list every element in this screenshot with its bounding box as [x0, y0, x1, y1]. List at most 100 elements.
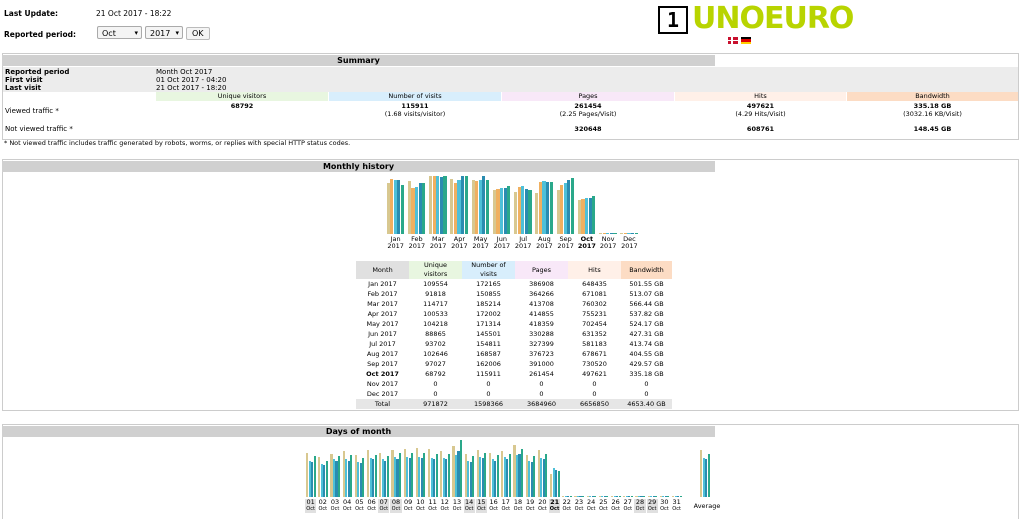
monthly-label-year: 2017: [493, 242, 511, 250]
chevron-down-icon: ▾: [175, 29, 179, 37]
monthly-label-month: Jun: [496, 235, 507, 243]
th-unique: Unique visitors: [409, 261, 462, 279]
day-label: 04 Oct: [342, 499, 353, 513]
monthly-row-cell: 0: [592, 380, 597, 388]
monthly-row-cell: 678671: [582, 350, 607, 358]
monthly-bar-number-of-visits: [542, 181, 546, 234]
month-select[interactable]: Oct ▾: [97, 26, 142, 39]
day-bar-hits: [707, 454, 710, 497]
days-panel: [2, 424, 1019, 519]
monthly-bar-hits: [613, 233, 617, 234]
day-bar-bandwidth: [318, 457, 321, 497]
monthly-row-cell: 109554: [423, 280, 448, 288]
flag-de-icon[interactable]: [741, 37, 751, 44]
monthly-row-cell: 0: [539, 390, 544, 398]
monthly-panel: [2, 159, 1019, 411]
monthly-bar-pages: [567, 180, 571, 234]
day-number: 09: [404, 498, 413, 506]
flag-dk-icon[interactable]: [728, 37, 738, 44]
monthly-label-year: 2017: [472, 242, 489, 250]
day-bar-hits: [533, 456, 536, 497]
day-number: 07: [379, 498, 388, 506]
viewed-visits-sub: (1.68 visits/visitor): [384, 110, 446, 118]
monthly-label-year: 2017: [599, 242, 617, 250]
monthly-bar-pages: [503, 188, 507, 234]
day-number: 13: [452, 498, 462, 506]
monthly-bar-bandwidth: [577, 200, 581, 234]
viewed-unique: 68792: [230, 102, 254, 110]
monthly-row: Mar 2017 114717 185214 413708 760302 566.44 G…: [356, 299, 672, 309]
monthly-bar-bandwidth: [492, 190, 496, 234]
monthly-row-cell: 0: [433, 380, 438, 388]
monthly-row-cell: 537.82 GB: [629, 310, 664, 318]
day-bar-number-of-visits: [406, 457, 409, 497]
day-month: Oct: [403, 506, 413, 512]
monthly-row: Apr 2017 100533 172002 414855 755231 537.82 G…: [356, 309, 672, 319]
day-bar-pages: [640, 496, 643, 497]
monthly-label-month: Jul: [519, 235, 528, 243]
day-bar-bandwidth: [476, 450, 479, 497]
monthly-bar-number-of-visits: [436, 176, 440, 234]
monthly-row-cell: 513.07 GB: [629, 290, 664, 298]
monthly-row-cell: 172002: [476, 310, 501, 318]
monthly-label-month: Feb: [411, 235, 423, 243]
monthly-row-month: Dec 2017: [366, 390, 399, 398]
monthly-row-cell: 68792: [425, 370, 446, 378]
day-bar-pages: [664, 496, 667, 497]
day-bar-bandwidth: [513, 445, 516, 497]
day-bar-pages: [555, 470, 558, 497]
summary-footnote: * Not viewed traffic includes traffic ge…: [4, 139, 351, 147]
day-bar-hits: [606, 496, 609, 497]
day-number: 25: [599, 498, 608, 506]
monthly-row-cell: 172165: [476, 280, 501, 288]
monthly-row-cell: 730520: [582, 360, 607, 368]
monthly-bar-bandwidth: [620, 233, 624, 234]
day-bar-bandwidth: [611, 496, 614, 497]
day-label: 02 Oct: [317, 499, 328, 513]
monthly-chart-label: Dec 2017: [619, 236, 640, 250]
monthly-bar-hits: [485, 180, 490, 234]
day-label: 10 Oct: [415, 499, 426, 513]
day-month: Oct: [330, 506, 340, 512]
ok-button[interactable]: OK: [186, 27, 210, 40]
day-month: Oct: [367, 506, 376, 512]
day-bar-pages: [652, 496, 655, 497]
day-month: Oct: [464, 506, 474, 512]
day-label: 07 Oct: [378, 498, 390, 513]
day-label: 31 Oct: [671, 499, 682, 513]
monthly-label-year: 2017: [577, 242, 596, 250]
monthly-row-month: Sep 2017: [367, 360, 398, 368]
monthly-row: Nov 2017 0 0 0 0 0: [356, 379, 672, 389]
monthly-row-cell: 261454: [529, 370, 554, 378]
monthly-bar-bandwidth: [599, 233, 603, 234]
day-month: Oct: [416, 506, 425, 512]
monthly-row-month: May 2017: [366, 320, 399, 328]
day-month: Oct: [318, 506, 328, 512]
monthly-row-cell: 497621: [582, 370, 607, 378]
day-number: 27: [623, 498, 632, 506]
monthly-bar-unique-visitors: [432, 176, 436, 234]
col-hits: Hits: [675, 92, 846, 101]
monthly-row-cell: 702454: [582, 320, 607, 328]
monthly-row-cell: 755231: [582, 310, 607, 318]
day-bar-pages: [384, 461, 387, 497]
monthly-row-cell: 115911: [476, 370, 501, 378]
monthly-chart-label: Apr 2017: [449, 236, 470, 250]
monthly-bar-bandwidth: [556, 190, 560, 234]
monthly-row-cell: 404.55 GB: [629, 350, 664, 358]
day-month: Oct: [513, 506, 523, 512]
monthly-chart-label: Feb 2017: [406, 236, 427, 250]
day-number: 01: [306, 498, 315, 506]
day-label: 24 Oct: [586, 499, 597, 513]
monthly-bar-bandwidth: [386, 183, 390, 234]
monthly-row-cell: 376723: [529, 350, 554, 358]
monthly-row: Aug 2017 102646 168587 376723 678671 404.55 G…: [356, 349, 672, 359]
monthly-label-year: 2017: [429, 242, 447, 250]
year-select[interactable]: 2017 ▾: [145, 26, 183, 39]
day-bar-pages: [372, 459, 375, 497]
monthly-chart-label: Jun 2017: [491, 236, 512, 250]
monthly-row-month: Aug 2017: [366, 350, 399, 358]
day-bar-pages: [420, 458, 423, 497]
col-bandwidth: Bandwidth: [847, 92, 1018, 101]
monthly-label-month: Jan: [390, 235, 401, 243]
